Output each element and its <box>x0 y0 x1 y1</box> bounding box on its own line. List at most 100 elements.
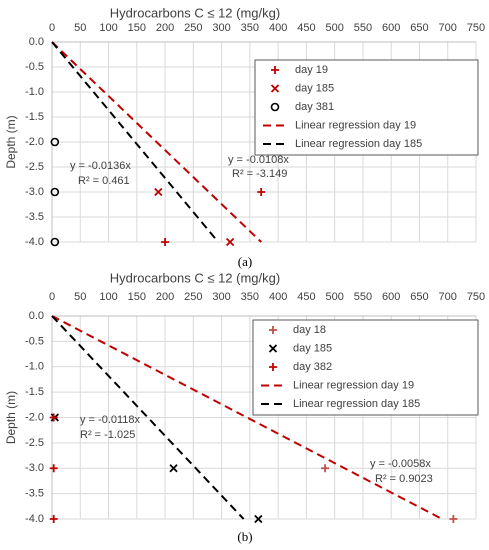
x-tick-label: 0 <box>49 291 55 303</box>
legend-label: day 185 <box>295 82 334 94</box>
marker <box>257 188 266 196</box>
legend-label: day 19 <box>295 64 328 76</box>
legend-label: day 185 <box>293 342 332 354</box>
y-tick-label: 0.0 <box>29 36 44 48</box>
x-tick-label: 450 <box>297 291 315 303</box>
y-tick-label: -1.5 <box>25 386 44 398</box>
marker <box>321 464 330 473</box>
legend-label: day 381 <box>295 101 334 113</box>
y-tick-label: -3.5 <box>25 488 44 500</box>
annotation: R² = 0.461 <box>78 175 130 187</box>
x-tick-label: 350 <box>241 22 259 34</box>
legend-swatch <box>270 84 280 93</box>
caption: (b) <box>237 529 252 544</box>
marker <box>49 515 58 523</box>
marker <box>449 515 458 523</box>
x-tick-label: 700 <box>439 291 457 303</box>
x-tick-label: 300 <box>212 291 230 303</box>
annotation: y = -0.0058x <box>370 458 431 470</box>
legend-label: Linear regression day 19 <box>295 119 416 131</box>
x-tick-label: 50 <box>74 291 86 303</box>
caption: (a) <box>238 254 252 269</box>
x-tick-label: 300 <box>212 22 230 34</box>
y-tick-label: -2.0 <box>25 411 44 423</box>
annotation: R² = 0.9023 <box>375 473 433 485</box>
x-tick-label: 600 <box>382 22 400 34</box>
x-tick-label: 750 <box>467 291 485 303</box>
marker <box>49 464 58 473</box>
x-tick-label: 500 <box>325 22 343 34</box>
y-tick-label: -3.5 <box>25 211 44 223</box>
x-tick-label: 550 <box>354 291 372 303</box>
y-tick-label: 0.0 <box>29 310 44 322</box>
x-tick-label: 200 <box>156 291 174 303</box>
legend-label: Linear regression day 185 <box>295 138 422 150</box>
x-axis-label: Hydrocarbons C ≤ 12 (mg/kg) <box>110 270 280 285</box>
legend-label: day 18 <box>293 324 326 336</box>
marker <box>169 464 178 473</box>
y-tick-label: -3.0 <box>25 462 44 474</box>
y-axis-label: Depth (m) <box>4 115 18 168</box>
marker <box>225 237 235 247</box>
y-tick-label: -4.0 <box>25 513 44 525</box>
x-tick-label: 100 <box>99 291 117 303</box>
x-tick-label: 50 <box>74 22 86 34</box>
regression-line <box>51 315 443 520</box>
legend-swatch <box>268 344 278 353</box>
marker <box>50 187 60 197</box>
x-tick-label: 600 <box>382 291 400 303</box>
x-tick-label: 400 <box>269 291 287 303</box>
x-tick-label: 500 <box>325 291 343 303</box>
annotation: y = -0.0136x <box>70 160 131 172</box>
x-tick-label: 150 <box>128 291 146 303</box>
marker <box>50 237 60 247</box>
x-tick-label: 200 <box>156 22 174 34</box>
regression-line <box>51 41 262 243</box>
x-tick-label: 400 <box>269 22 287 34</box>
x-tick-label: 450 <box>297 22 315 34</box>
legend-label: Linear regression day 185 <box>293 398 420 410</box>
x-tick-label: 700 <box>439 22 457 34</box>
marker <box>49 413 58 422</box>
annotation: R² = -1.025 <box>80 429 135 441</box>
x-tick-label: 650 <box>410 291 428 303</box>
x-tick-label: 0 <box>49 22 55 34</box>
y-tick-label: -1.5 <box>25 111 44 123</box>
x-tick-label: 350 <box>241 291 259 303</box>
x-axis-label: Hydrocarbons C ≤ 12 (mg/kg) <box>110 5 280 20</box>
legend-swatch <box>271 66 279 74</box>
annotation: R² = -3.149 <box>232 168 287 180</box>
x-tick-label: 550 <box>354 22 372 34</box>
x-tick-label: 150 <box>128 22 146 34</box>
y-tick-label: -2.5 <box>25 437 44 449</box>
marker <box>161 238 170 246</box>
annotation: y = -0.0118x <box>80 414 141 426</box>
legend-swatch <box>269 326 277 334</box>
annotation: y = -0.0108x <box>228 154 289 166</box>
y-tick-label: -2.5 <box>25 161 44 173</box>
regression-line <box>51 41 219 243</box>
x-tick-label: 250 <box>184 22 202 34</box>
regression-line <box>51 315 245 520</box>
marker <box>50 137 60 147</box>
legend-swatch <box>269 363 277 371</box>
legend-label: Linear regression day 19 <box>293 379 414 391</box>
y-tick-label: -0.5 <box>25 335 44 347</box>
marker <box>254 514 263 524</box>
x-tick-label: 250 <box>184 291 202 303</box>
x-tick-label: 100 <box>99 22 117 34</box>
y-axis-label: Depth (m) <box>4 391 18 444</box>
x-tick-label: 750 <box>467 22 485 34</box>
y-tick-label: -1.0 <box>25 86 44 98</box>
legend-box <box>252 319 479 416</box>
legend-label: day 382 <box>293 361 332 373</box>
y-tick-label: -4.0 <box>25 236 44 248</box>
y-tick-label: -2.0 <box>25 136 44 148</box>
legend-swatch <box>270 102 280 112</box>
legend-box <box>254 59 479 156</box>
y-tick-label: -3.0 <box>25 186 44 198</box>
marker <box>154 187 163 197</box>
y-tick-label: -1.0 <box>25 361 44 373</box>
